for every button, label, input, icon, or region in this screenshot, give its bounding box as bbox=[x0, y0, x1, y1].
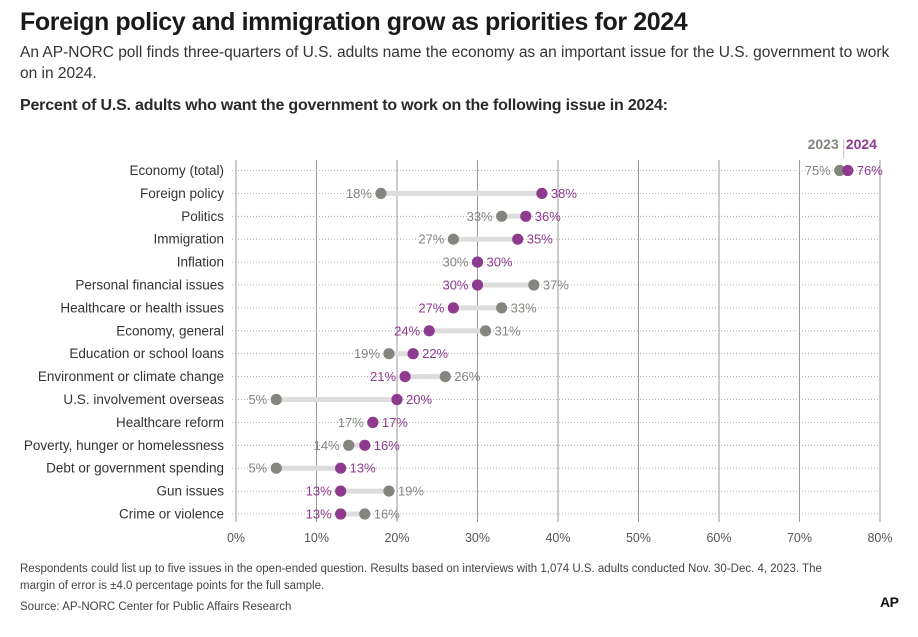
value-label-2024: 13% bbox=[306, 507, 332, 522]
point-2023 bbox=[375, 187, 387, 199]
x-tick-label: 40% bbox=[545, 531, 570, 545]
category-label: Politics bbox=[181, 209, 224, 224]
point-2023 bbox=[479, 325, 492, 337]
value-label-2024: 30% bbox=[442, 278, 468, 293]
x-tick-label: 10% bbox=[304, 531, 329, 545]
point-2024 bbox=[399, 371, 411, 383]
value-label-2023: 5% bbox=[248, 461, 267, 476]
x-tick-label: 60% bbox=[706, 531, 731, 545]
source-line: Source: AP-NORC Center for Public Affair… bbox=[20, 601, 292, 613]
value-label-2024: 13% bbox=[306, 484, 332, 499]
value-label-2023: 26% bbox=[454, 369, 480, 384]
category-label: Crime or violence bbox=[119, 507, 224, 522]
value-label-2024: 13% bbox=[350, 461, 376, 476]
category-label: Economy, general bbox=[116, 323, 224, 338]
value-label-2024: 36% bbox=[535, 209, 561, 224]
category-label: Education or school loans bbox=[69, 346, 224, 361]
value-label-2023: 17% bbox=[338, 415, 364, 430]
x-tick-label: 30% bbox=[465, 531, 490, 545]
legend-label-2023: 2023 bbox=[808, 136, 839, 152]
point-2024 bbox=[367, 416, 379, 428]
category-label: Personal financial issues bbox=[75, 278, 224, 293]
x-tick-label: 70% bbox=[787, 531, 812, 545]
point-2023 bbox=[496, 210, 508, 222]
value-label-2023: 19% bbox=[354, 346, 380, 361]
methodology-note: Respondents could list up to five issues… bbox=[20, 563, 822, 592]
value-label-2024: 22% bbox=[422, 346, 448, 361]
point-2024 bbox=[536, 187, 548, 199]
value-label-2023: 30% bbox=[442, 255, 468, 270]
category-label: Debt or government spending bbox=[46, 461, 224, 476]
x-tick-label: 80% bbox=[867, 531, 892, 545]
point-2023 bbox=[439, 371, 451, 383]
ap-logo: AP bbox=[880, 594, 899, 610]
point-2023 bbox=[447, 233, 459, 245]
chart-subtitle: An AP-NORC poll finds three-quarters of … bbox=[20, 44, 890, 82]
value-label-2024: 16% bbox=[374, 438, 400, 453]
category-label: Immigration bbox=[153, 232, 224, 247]
value-label-2023: 31% bbox=[495, 323, 521, 338]
legend-label-2024: 2024 bbox=[846, 136, 877, 152]
point-2024 bbox=[842, 164, 854, 177]
chart-heading: Percent of U.S. adults who want the gove… bbox=[20, 97, 668, 114]
value-label-2023: 16% bbox=[374, 507, 400, 522]
x-tick-label: 50% bbox=[626, 531, 651, 545]
point-2023 bbox=[359, 508, 371, 520]
point-2024 bbox=[512, 233, 524, 245]
point-2023 bbox=[496, 302, 508, 314]
value-label-2023: 37% bbox=[543, 278, 569, 293]
point-2024 bbox=[471, 256, 484, 268]
point-2024 bbox=[407, 348, 419, 360]
x-tick-label: 20% bbox=[384, 531, 409, 545]
value-label-2024: 38% bbox=[551, 186, 577, 201]
point-2024 bbox=[471, 279, 484, 291]
point-2023 bbox=[528, 279, 540, 291]
point-2023 bbox=[383, 348, 395, 360]
category-label: Healthcare or health issues bbox=[60, 300, 224, 315]
value-label-2024: 27% bbox=[418, 300, 444, 315]
point-2024 bbox=[335, 508, 347, 520]
category-label: Environment or climate change bbox=[38, 369, 224, 384]
value-label-2023: 75% bbox=[805, 163, 831, 178]
point-2023 bbox=[343, 439, 355, 451]
value-label-2024: 20% bbox=[406, 392, 432, 407]
point-2023 bbox=[270, 462, 282, 474]
value-label-2024: 21% bbox=[370, 369, 396, 384]
category-label: Poverty, hunger or homelessness bbox=[24, 438, 224, 453]
value-label-2023: 14% bbox=[314, 438, 340, 453]
point-2024 bbox=[423, 325, 435, 337]
value-label-2023: 27% bbox=[418, 232, 444, 247]
point-2023 bbox=[834, 164, 846, 177]
category-label: U.S. involvement overseas bbox=[63, 392, 224, 407]
dumbbell-chart: 0% 10% 20% 30% 40% 50% 60% 70% 80% Economy (total… bbox=[24, 136, 893, 545]
point-2023 bbox=[383, 485, 395, 497]
category-label: Economy (total) bbox=[129, 163, 224, 178]
x-tick-label: 0% bbox=[227, 531, 245, 545]
point-2024 bbox=[520, 210, 532, 222]
value-label-2023: 5% bbox=[248, 392, 267, 407]
value-label-2024: 24% bbox=[394, 323, 420, 338]
category-label: Gun issues bbox=[156, 484, 224, 499]
value-label-2023: 18% bbox=[346, 186, 372, 201]
point-2024 bbox=[335, 462, 347, 474]
value-label-2024: 35% bbox=[527, 232, 553, 247]
value-label-2024: 17% bbox=[382, 415, 408, 430]
category-label: Foreign policy bbox=[140, 186, 224, 201]
point-2024 bbox=[335, 485, 347, 497]
value-label-2024: 76% bbox=[857, 163, 883, 178]
point-2024 bbox=[391, 393, 403, 406]
point-2023 bbox=[270, 393, 282, 406]
category-label: Inflation bbox=[177, 255, 224, 270]
value-label-2023: 33% bbox=[467, 209, 493, 224]
value-label-2023: 19% bbox=[398, 484, 424, 499]
value-label-2023: 33% bbox=[511, 300, 537, 315]
category-label: Healthcare reform bbox=[116, 415, 224, 430]
point-2024 bbox=[359, 439, 371, 451]
chart-title: Foreign policy and immigration grow as p… bbox=[20, 8, 688, 36]
value-label-2024: 30% bbox=[487, 255, 513, 270]
point-2024 bbox=[447, 302, 459, 314]
